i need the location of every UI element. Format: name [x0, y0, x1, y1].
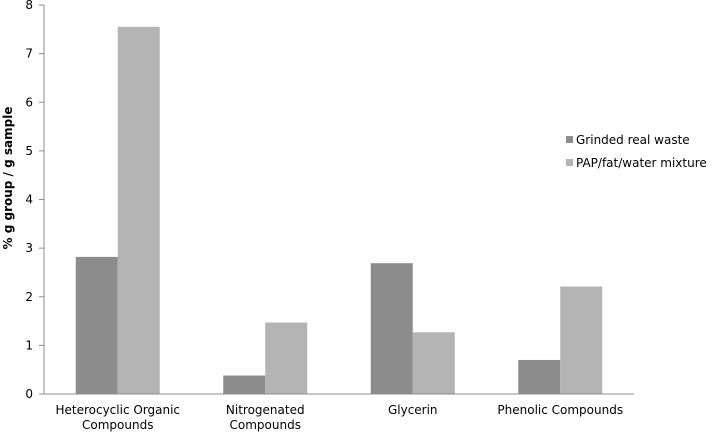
y-tick-label: 1	[25, 338, 33, 352]
x-category-label-line: Glycerin	[388, 403, 438, 417]
y-tick-label: 0	[25, 387, 33, 401]
x-category-label-line: Compounds	[230, 418, 301, 432]
bar-pap-fat-water-mixture	[412, 332, 455, 394]
legend-label: PAP/fat/water mixture	[576, 156, 707, 170]
y-ticks: 0 1 2 3 4 5 6 7 8	[25, 0, 44, 401]
x-category-label: Glycerin	[388, 403, 438, 417]
legend-swatch	[566, 159, 573, 166]
legend: Grinded real waste PAP/fat/water mixture	[566, 133, 707, 170]
y-tick-label: 6	[25, 95, 33, 109]
x-category-label-line: Nitrogenated	[226, 403, 305, 417]
x-category-label: Phenolic Compounds	[497, 403, 623, 417]
y-axis-label-group: % g group / g sample	[1, 107, 15, 250]
bar-grinded-real-waste	[75, 256, 118, 394]
y-tick-label: 4	[25, 193, 33, 207]
bar-pap-fat-water-mixture	[560, 286, 603, 394]
bar-pap-fat-water-mixture	[265, 322, 308, 394]
x-category-label-line: Phenolic Compounds	[497, 403, 623, 417]
legend-label: Grinded real waste	[576, 133, 690, 147]
y-axis-label: % g group / g sample	[1, 107, 15, 250]
legend-swatch	[566, 136, 573, 143]
x-category-label: Nitrogenated Compounds	[226, 403, 305, 432]
bar-pap-fat-water-mixture	[117, 26, 160, 394]
bar-grinded-real-waste	[518, 359, 561, 394]
y-tick-label: 2	[25, 290, 33, 304]
x-category-label-line: Compounds	[82, 418, 153, 432]
y-tick-label: 8	[25, 0, 33, 12]
bars	[75, 26, 603, 394]
y-tick-label: 5	[25, 144, 33, 158]
y-tick-label: 7	[25, 47, 33, 61]
x-category-labels: Heterocyclic Organic CompoundsNitrogenate…	[55, 403, 623, 432]
x-category-label-line: Heterocyclic Organic	[55, 403, 180, 417]
bar-grinded-real-waste	[370, 263, 413, 394]
x-category-label: Heterocyclic Organic Compounds	[55, 403, 180, 432]
y-tick-label: 3	[25, 241, 33, 255]
bar-grinded-real-waste	[223, 375, 266, 394]
